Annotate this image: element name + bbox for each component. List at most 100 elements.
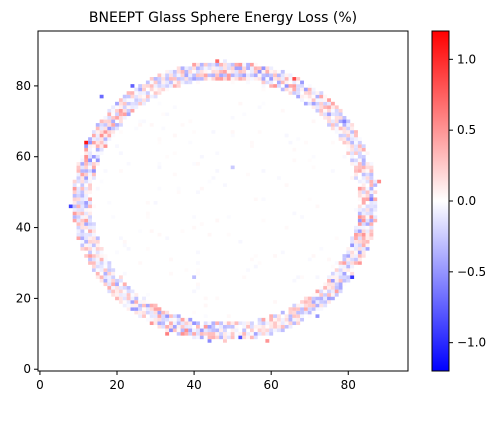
heatmap-cell [211,324,216,329]
heatmap-cell [334,119,339,124]
heatmap-cell [84,169,89,173]
heatmap-cell [276,84,281,88]
heatmap-cell [103,254,108,258]
heatmap-cell [118,293,123,297]
heatmap-cell [203,69,208,74]
heatmap-cell [165,236,170,241]
heatmap-cell [153,321,158,326]
heatmap-cell [107,289,112,294]
heatmap-cell [149,229,154,233]
heatmap-cell [226,66,231,71]
heatmap-cell [361,183,366,187]
heatmap-cell [365,211,370,216]
heatmap-cell [296,94,301,99]
heatmap-cell [338,264,343,269]
heatmap-cell [280,250,285,255]
heatmap-cell [91,222,96,226]
heatmap-cell [188,73,193,78]
heatmap-cell [219,328,224,333]
heatmap-cell [84,236,89,241]
heatmap-cell [99,126,104,131]
heatmap-cell [145,303,150,308]
heatmap-cell [249,77,254,81]
heatmap-cell [196,335,200,340]
heatmap-cell [91,232,96,237]
heatmap-cell [199,154,204,159]
heatmap-cell [126,303,131,308]
heatmap-cell [176,69,181,74]
heatmap-cell [88,169,92,173]
heatmap-cell [161,324,166,329]
heatmap-cell [142,119,146,124]
heatmap-cell [157,165,162,170]
heatmap-cell [184,317,189,322]
heatmap-cell [350,236,355,241]
heatmap-cell [142,296,146,301]
heatmap-cell [369,169,374,173]
heatmap-cell [315,108,320,113]
heatmap-cell [196,80,200,85]
heatmap-cell [346,268,351,272]
heatmap-cell [211,130,216,134]
heatmap-cell [234,328,239,333]
heatmap-cell [138,123,143,127]
heatmap-cell [284,87,289,92]
heatmap-cell [361,250,366,255]
heatmap-cell [99,268,104,272]
heatmap-cell [207,66,212,71]
heatmap-cell [95,250,100,255]
heatmap-cell [138,307,143,311]
heatmap-cell [118,151,123,156]
heatmap-cell [230,80,235,85]
heatmap-cell [276,77,281,81]
heatmap-cell [84,190,89,194]
heatmap-cell [319,98,324,102]
heatmap-cell [354,140,358,145]
heatmap-cell [246,335,251,340]
heatmap-cell [315,289,320,294]
heatmap-cell [357,186,362,191]
heatmap-cell [118,275,123,279]
heatmap-cell [361,232,366,237]
heatmap-cell [365,222,370,226]
heatmap-cell [88,147,92,152]
heatmap-cell [88,172,92,177]
heatmap-cell [280,310,285,315]
heatmap-cell [249,144,254,148]
heatmap-cell [265,69,270,74]
heatmap-cell [334,126,339,131]
heatmap-cell [334,286,339,290]
heatmap-cell [234,335,239,340]
heatmap-cell [122,303,127,308]
heatmap-cell [357,204,362,209]
heatmap-cell [361,208,366,212]
heatmap-cell [172,69,177,74]
heatmap-cell [91,250,96,255]
heatmap-cell [330,169,335,173]
heatmap-cell [338,133,343,138]
heatmap-cell [130,108,135,113]
heatmap-cell [280,87,285,92]
heatmap-cell [145,98,150,102]
heatmap-cell [88,236,92,241]
heatmap-cell [184,332,189,336]
x-tick-label: 40 [186,378,201,392]
heatmap-cell [215,324,220,329]
heatmap-cell [246,69,251,74]
heatmap-cell [95,151,100,156]
heatmap-cell [107,286,112,290]
heatmap-cell [261,169,266,173]
heatmap-cell [91,264,96,269]
heatmap-cell [176,314,181,318]
heatmap-cell [72,190,77,194]
heatmap-cell [134,293,139,297]
heatmap-cell [199,328,204,333]
heatmap-cell [369,222,374,226]
heatmap-cell [84,176,89,180]
heatmap-cell [323,300,328,304]
heatmap-cell [369,162,374,166]
heatmap-cell [261,197,266,202]
heatmap-cell [103,282,108,287]
heatmap-cell [350,275,355,279]
heatmap-cell [215,296,220,301]
